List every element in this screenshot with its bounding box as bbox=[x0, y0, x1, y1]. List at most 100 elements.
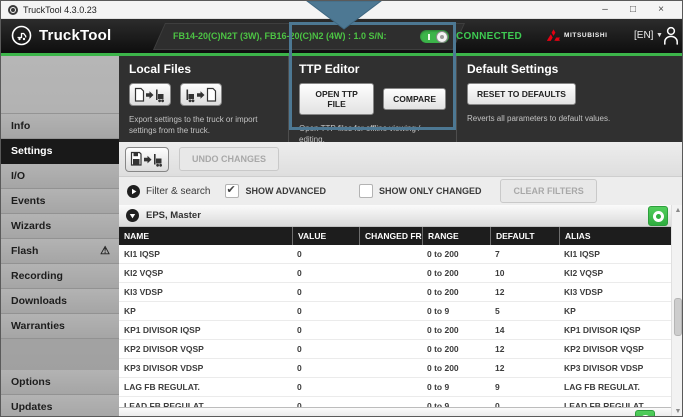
local-files-title: Local Files bbox=[129, 62, 192, 76]
truck-model-info: FB14-20(C)N2T (3W), FB16-20(C)N2 (4W) : … bbox=[173, 31, 387, 41]
sidebar-item[interactable]: Recording ⚠ bbox=[1, 264, 119, 289]
cell-value[interactable]: 0 bbox=[297, 363, 302, 373]
table-row[interactable]: KI3 VDSP 0 0 to 200 12 KI3 VDSP bbox=[119, 283, 671, 302]
close-icon[interactable]: × bbox=[658, 4, 664, 15]
table-row[interactable]: KP2 DIVISOR VQSP 0 0 to 200 12 KP2 DIVIS… bbox=[119, 340, 671, 359]
sidebar-gap bbox=[1, 339, 119, 370]
cell-default: 12 bbox=[495, 344, 505, 354]
user-icon[interactable] bbox=[663, 26, 679, 45]
mitsubishi-label: MITSUBISHI bbox=[564, 31, 608, 39]
sidebar-item-label: Wizards bbox=[11, 220, 52, 232]
cell-value[interactable]: 0 bbox=[297, 382, 302, 392]
sidebar-item-label: Updates bbox=[11, 401, 53, 413]
filter-bar: Filter & search ✔ SHOW ADVANCED ✔ SHOW O… bbox=[119, 177, 682, 205]
cell-default: 5 bbox=[495, 306, 500, 316]
section-status-button[interactable] bbox=[635, 410, 655, 416]
cell-range: 0 to 200 bbox=[427, 287, 459, 297]
sidebar-item-label: Warranties bbox=[11, 320, 65, 332]
table-row[interactable]: KI2 VQSP 0 0 to 200 10 KI2 VQSP bbox=[119, 264, 671, 283]
cell-value[interactable]: 0 bbox=[297, 249, 302, 259]
table-row[interactable]: KP1 DIVISOR IQSP 0 0 to 200 14 KP1 DIVIS… bbox=[119, 321, 671, 340]
compare-button[interactable]: COMPARE bbox=[383, 88, 446, 110]
window-controls: – □ × bbox=[591, 1, 675, 18]
scroll-down-icon[interactable]: ▼ bbox=[674, 408, 682, 415]
cell-value[interactable]: 0 bbox=[297, 344, 302, 354]
cell-alias: LAG FB REGULAT. bbox=[564, 382, 640, 392]
next-section-header-partial[interactable] bbox=[119, 407, 671, 416]
column-name[interactable]: NAME bbox=[124, 231, 150, 241]
sidebar-spacer bbox=[1, 56, 119, 114]
clear-filters-button[interactable]: CLEAR FILTERS bbox=[500, 179, 597, 203]
sidebar-item[interactable]: Warranties ⚠ bbox=[1, 314, 119, 339]
open-ttp-file-button[interactable]: OPEN TTP FILE bbox=[299, 83, 375, 115]
sidebar-item-label: I/O bbox=[11, 170, 26, 182]
sidebar-item[interactable]: Options ⚠ bbox=[1, 370, 119, 395]
import-from-truck-button[interactable] bbox=[180, 83, 222, 106]
vertical-scrollbar[interactable]: ▲ ▼ bbox=[671, 205, 682, 416]
warning-icon: ⚠ bbox=[100, 245, 110, 257]
maximize-icon[interactable]: □ bbox=[629, 4, 637, 15]
sidebar-item[interactable]: Downloads ⚠ bbox=[1, 289, 119, 314]
connection-status: CONNECTED bbox=[456, 31, 523, 42]
section-header-eps-master[interactable]: EPS, Master bbox=[119, 205, 682, 227]
app-icon bbox=[8, 4, 18, 15]
sidebar-item[interactable]: Flash ⚠ bbox=[1, 239, 119, 264]
scrollbar-thumb[interactable] bbox=[674, 298, 682, 336]
show-advanced-option[interactable]: ✔ SHOW ADVANCED bbox=[225, 184, 326, 198]
export-to-truck-button[interactable] bbox=[129, 83, 171, 106]
default-settings-title: Default Settings bbox=[467, 62, 559, 76]
save-to-truck-button[interactable] bbox=[125, 146, 169, 172]
filter-search-expander[interactable]: Filter & search bbox=[127, 184, 210, 198]
sidebar-item[interactable]: Wizards ⚠ bbox=[1, 214, 119, 239]
ring-icon bbox=[652, 210, 664, 222]
table-row[interactable]: LEAD FB REGULAT. 0 0 to 9 0 LEAD FB REGU… bbox=[119, 397, 671, 407]
sidebar-item[interactable]: Info ⚠ bbox=[1, 114, 119, 139]
column-changed-from[interactable]: CHANGED FRO bbox=[359, 227, 422, 245]
sidebar-item-label: Recording bbox=[11, 270, 63, 282]
undo-changes-button[interactable]: UNDO CHANGES bbox=[179, 147, 280, 171]
cell-value[interactable]: 0 bbox=[297, 325, 302, 335]
show-advanced-checkbox[interactable]: ✔ bbox=[225, 184, 240, 198]
minimize-icon[interactable]: – bbox=[602, 4, 608, 15]
scroll-up-icon[interactable]: ▲ bbox=[674, 207, 682, 214]
cell-value[interactable]: 0 bbox=[297, 306, 302, 316]
table-row[interactable]: KP3 DIVISOR VDSP 0 0 to 200 12 KP3 DIVIS… bbox=[119, 359, 671, 378]
column-default[interactable]: DEFAULT bbox=[490, 227, 559, 245]
toggle-on-mark bbox=[428, 33, 430, 40]
cell-value[interactable]: 0 bbox=[297, 268, 302, 278]
sidebar-item-label: Info bbox=[11, 120, 31, 132]
column-value[interactable]: VALUE bbox=[292, 227, 359, 245]
cell-range: 0 to 9 bbox=[427, 382, 450, 392]
table-row[interactable]: KI1 IQSP 0 0 to 200 7 KI1 IQSP bbox=[119, 245, 671, 264]
connection-toggle[interactable] bbox=[420, 30, 449, 43]
cell-alias: KP3 DIVISOR VDSP bbox=[564, 363, 644, 373]
column-alias[interactable]: ALIAS bbox=[559, 227, 671, 245]
sidebar-item[interactable]: Settings ⚠ bbox=[1, 139, 119, 164]
collapse-down-icon bbox=[126, 209, 139, 222]
show-only-changed-label: SHOW ONLY CHANGED bbox=[378, 186, 482, 196]
cell-value[interactable]: 0 bbox=[297, 401, 302, 407]
table-row[interactable]: LAG FB REGULAT. 0 0 to 9 9 LAG FB REGULA… bbox=[119, 378, 671, 397]
cell-default: 9 bbox=[495, 382, 500, 392]
reset-to-defaults-button[interactable]: RESET TO DEFAULTS bbox=[467, 83, 576, 105]
column-range[interactable]: RANGE bbox=[422, 227, 490, 245]
show-only-changed-option[interactable]: ✔ SHOW ONLY CHANGED bbox=[358, 184, 482, 198]
header-accent-line bbox=[1, 53, 682, 56]
section-status-button[interactable] bbox=[648, 206, 668, 226]
show-only-changed-checkbox[interactable]: ✔ bbox=[358, 184, 373, 198]
sidebar-item[interactable]: I/O ⚠ bbox=[1, 164, 119, 189]
parameter-table: KI1 IQSP 0 0 to 200 7 KI1 IQSP KI2 VQSP … bbox=[119, 245, 671, 407]
language-selector[interactable]: [EN] bbox=[634, 30, 654, 41]
cell-value[interactable]: 0 bbox=[297, 287, 302, 297]
cell-alias: LEAD FB REGULAT. bbox=[564, 401, 646, 407]
cell-name: LAG FB REGULAT. bbox=[124, 382, 200, 392]
cell-name: KI3 VDSP bbox=[124, 287, 163, 297]
chevron-down-icon: ▼ bbox=[656, 32, 663, 39]
cell-name: KP bbox=[124, 306, 136, 316]
default-settings-panel: Default Settings RESET TO DEFAULTS Rever… bbox=[456, 56, 682, 142]
table-row[interactable]: KP 0 0 to 9 5 KP bbox=[119, 302, 671, 321]
cell-alias: KI2 VQSP bbox=[564, 268, 604, 278]
sidebar-item[interactable]: Events ⚠ bbox=[1, 189, 119, 214]
sidebar-item[interactable]: Updates ⚠ bbox=[1, 395, 119, 416]
section-title: EPS, Master bbox=[146, 210, 201, 221]
